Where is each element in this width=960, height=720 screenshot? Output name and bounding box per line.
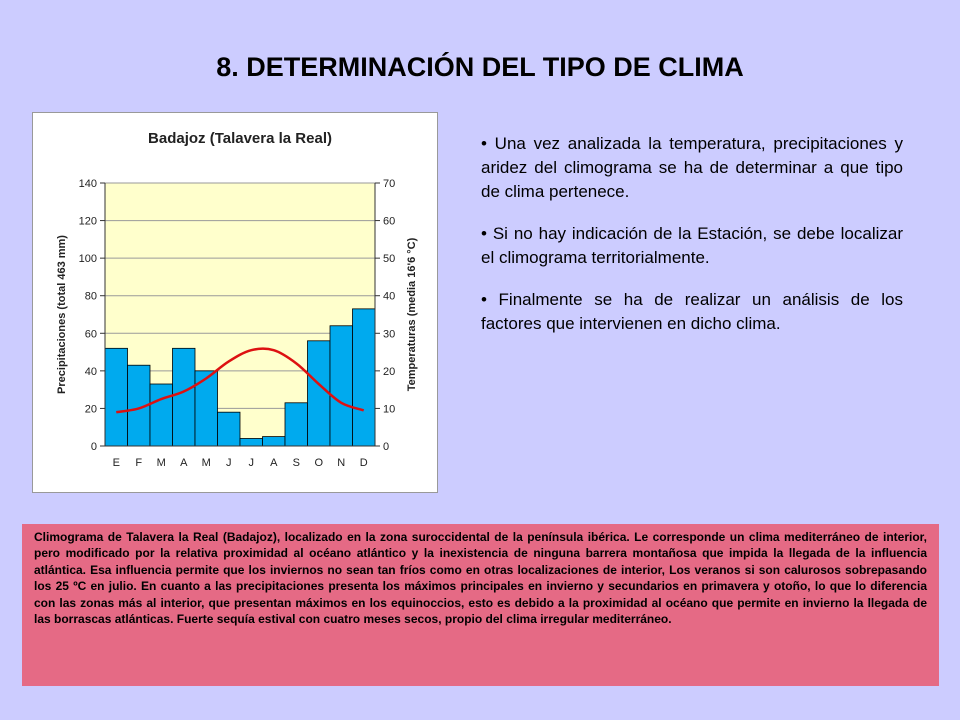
precipitation-bar bbox=[172, 347, 196, 447]
month-label: F bbox=[135, 457, 142, 469]
left-tick-label: 120 bbox=[79, 216, 97, 228]
month-label: A bbox=[180, 457, 188, 469]
precipitation-bar bbox=[149, 383, 173, 447]
month-label: J bbox=[249, 457, 255, 469]
month-label: M bbox=[202, 457, 211, 469]
left-tick-label: 20 bbox=[85, 403, 97, 415]
bullet-item: • Finalmente se ha de realizar un anális… bbox=[481, 290, 903, 333]
precipitation-bar bbox=[104, 347, 128, 447]
left-tick-label: 0 bbox=[91, 441, 97, 453]
left-tick-label: 140 bbox=[79, 178, 97, 190]
climograph-chart: Badajoz (Talavera la Real) 0 20 40 60 80 100 12… bbox=[32, 112, 438, 493]
caption-box: Climograma de Talavera la Real (Badajoz)… bbox=[22, 524, 939, 686]
slide-title: 8. DETERMINACIÓN DEL TIPO DE CLIMA bbox=[216, 52, 744, 82]
y-axis-label: Precipitaciones (total 463 mm) bbox=[56, 235, 68, 394]
y2-axis-label: Temperaturas (media 16'6 °C) bbox=[406, 237, 418, 391]
precipitation-bar bbox=[217, 411, 241, 447]
precipitation-bar bbox=[284, 402, 308, 447]
right-tick-label: 30 bbox=[383, 328, 395, 340]
right-tick-label: 20 bbox=[383, 366, 395, 378]
bullet-item: • Si no hay indicación de la Estación, s… bbox=[481, 224, 903, 267]
month-label: M bbox=[157, 457, 166, 469]
bullet-list: • Una vez analizada la temperatura, prec… bbox=[481, 132, 903, 354]
climograph-svg: Badajoz (Talavera la Real)02040608010012… bbox=[32, 112, 438, 493]
right-tick-label: 0 bbox=[383, 441, 389, 453]
precipitation-bar bbox=[352, 308, 376, 447]
month-label: E bbox=[113, 457, 120, 469]
precipitation-bar bbox=[329, 325, 353, 447]
left-tick-label: 40 bbox=[85, 366, 97, 378]
month-label: A bbox=[270, 457, 278, 469]
chart-title: Badajoz (Talavera la Real) bbox=[148, 130, 332, 147]
precipitation-bar bbox=[262, 436, 286, 447]
month-label: J bbox=[226, 457, 232, 469]
precipitation-bar bbox=[307, 340, 331, 447]
right-tick-label: 10 bbox=[383, 403, 395, 415]
month-label: D bbox=[360, 457, 368, 469]
bullet-item: • Una vez analizada la temperatura, prec… bbox=[481, 134, 903, 201]
right-tick-label: 60 bbox=[383, 216, 395, 228]
month-label: S bbox=[293, 457, 300, 469]
month-label: N bbox=[337, 457, 345, 469]
right-tick-label: 50 bbox=[383, 253, 395, 265]
temperature-line bbox=[116, 347, 365, 414]
precipitation-bar bbox=[239, 438, 263, 447]
right-tick-label: 70 bbox=[383, 178, 395, 190]
left-tick-label: 100 bbox=[79, 253, 97, 265]
caption-text: Climograma de Talavera la Real (Badajoz)… bbox=[34, 530, 927, 627]
left-tick-label: 80 bbox=[85, 291, 97, 303]
left-tick-label: 60 bbox=[85, 328, 97, 340]
month-label: O bbox=[314, 457, 323, 469]
right-tick-label: 40 bbox=[383, 291, 395, 303]
